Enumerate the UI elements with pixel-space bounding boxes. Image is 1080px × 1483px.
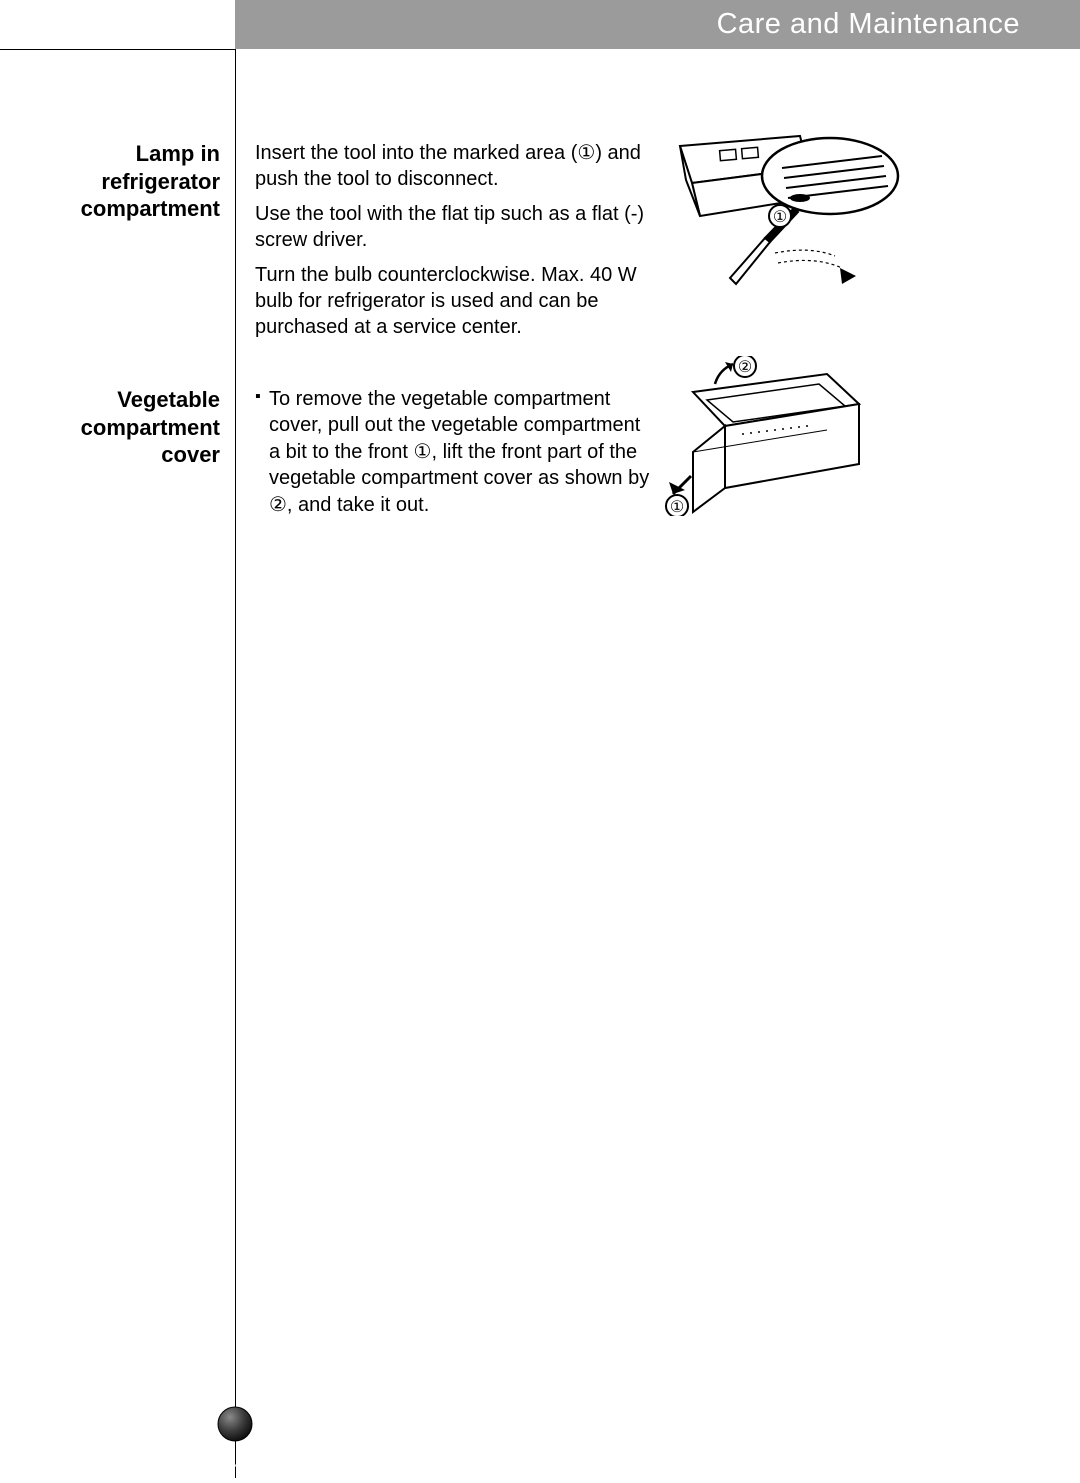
vegetable-illustration: ② ① [655,356,870,516]
label-line: Lamp in [136,141,220,166]
label-line: Vegetable [117,387,220,412]
callout-1: ① [773,209,787,226]
section-lamp-body: Insert the tool into the marked area (①)… [255,140,655,349]
vertical-divider [235,49,236,1478]
vegetable-illustration-svg: ② ① [655,356,870,516]
label-line: cover [161,442,220,467]
bullet-item: ▪ To remove the vegetable compartment co… [255,386,655,518]
header-title: Care and Maintenance [717,8,1020,41]
header-bar: Care and Maintenance [235,0,1080,49]
body-paragraph: Turn the bulb counterclockwise. Max. 40 … [255,262,655,341]
label-line: compartment [81,196,220,221]
label-line: refrigerator [101,169,220,194]
page-number-badge: 24 [217,1406,253,1442]
section-lamp-label: Lamp in refrigerator compartment [0,140,220,223]
body-paragraph: Use the tool with the flat tip such as a… [255,201,655,254]
section-vegetable-label: Vegetable compartment cover [0,386,220,469]
section-vegetable-body: ▪ To remove the vegetable compartment co… [255,386,655,518]
header-underline-left [0,49,235,50]
body-paragraph: To remove the vegetable compartment cove… [269,386,655,518]
manual-page: Care and Maintenance Lamp in refrigerato… [0,0,1080,1478]
page-number-bg-icon [217,1406,253,1442]
callout-2: ② [738,359,752,376]
lamp-illustration: ① [670,128,900,298]
body-paragraph: Insert the tool into the marked area (①)… [255,140,655,193]
lamp-illustration-svg: ① [670,128,900,298]
label-line: compartment [81,415,220,440]
callout-1: ① [670,499,684,516]
bullet-mark: ▪ [255,386,269,518]
